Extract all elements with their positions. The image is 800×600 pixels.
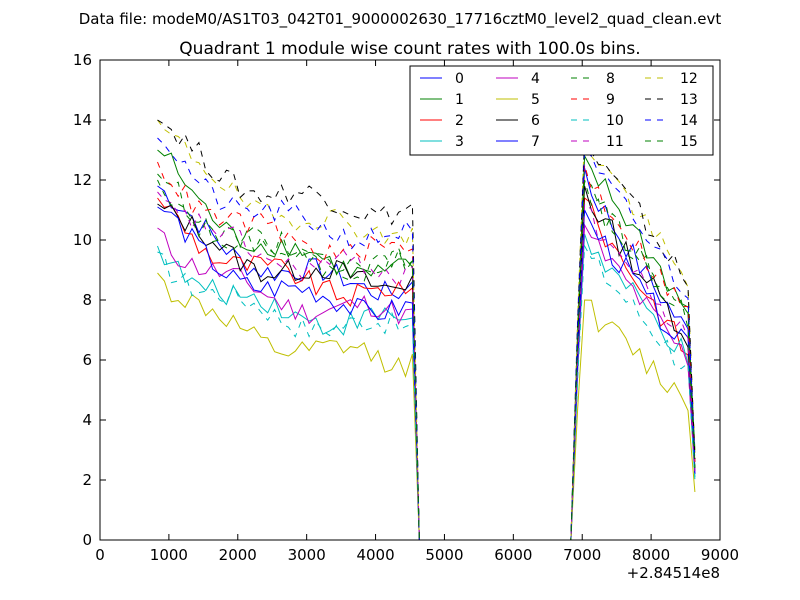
- y-tick-label: 16: [73, 51, 92, 69]
- x-tick-label: 0: [95, 546, 105, 564]
- series-line-11: [157, 191, 696, 541]
- x-tick-label: 5000: [425, 546, 463, 564]
- series-line-12: [157, 119, 696, 541]
- series-line-3: [157, 233, 696, 541]
- plot-lines: [157, 119, 696, 541]
- series-line-9: [157, 161, 696, 541]
- x-tick-label: 3000: [288, 546, 326, 564]
- y-tick-label: 2: [82, 471, 92, 489]
- legend-label-1: 1: [455, 92, 464, 108]
- legend-label-11: 11: [606, 134, 624, 150]
- legend-label-13: 13: [680, 92, 698, 108]
- series-line-6: [157, 185, 696, 541]
- x-tick-label: 6000: [494, 546, 532, 564]
- legend-label-10: 10: [606, 113, 624, 129]
- x-tick-label: 1000: [150, 546, 188, 564]
- legend-label-7: 7: [531, 134, 540, 150]
- legend-label-4: 4: [531, 71, 540, 87]
- legend-label-9: 9: [606, 92, 615, 108]
- x-axis-offset-label: +2.84514e8: [627, 564, 720, 582]
- series-line-13: [157, 119, 696, 541]
- y-tick-label: 4: [82, 411, 92, 429]
- y-tick-label: 14: [73, 111, 92, 129]
- legend-label-0: 0: [455, 71, 464, 87]
- legend-label-8: 8: [606, 71, 615, 87]
- y-tick-label: 0: [82, 531, 92, 549]
- x-tick-label: 8000: [632, 546, 670, 564]
- series-line-15: [157, 179, 696, 541]
- x-tick-label: 7000: [563, 546, 601, 564]
- legend-frame: [409, 65, 714, 156]
- series-line-2: [157, 196, 696, 541]
- data-file-label: Data file: modeM0/AS1T03_042T01_90000026…: [79, 10, 722, 29]
- series-line-10: [157, 244, 696, 541]
- x-tick-label: 2000: [219, 546, 257, 564]
- series-line-14: [157, 137, 696, 541]
- legend-label-6: 6: [531, 113, 540, 129]
- legend-label-15: 15: [680, 134, 698, 150]
- legend-label-14: 14: [680, 113, 698, 129]
- y-tick-label: 12: [73, 171, 92, 189]
- series-line-1: [157, 149, 696, 541]
- series-line-0: [157, 167, 696, 541]
- legend-label-2: 2: [455, 113, 464, 129]
- series-line-4: [157, 223, 696, 541]
- x-axis-ticks: 0 1000 2000 3000 4000 5000 6000 7000 8000 9000: [95, 60, 739, 564]
- y-tick-label: 10: [73, 231, 92, 249]
- legend-label-5: 5: [531, 92, 540, 108]
- legend-label-3: 3: [455, 134, 464, 150]
- series-line-5: [157, 272, 696, 541]
- y-tick-label: 6: [82, 351, 92, 369]
- x-tick-label: 9000: [701, 546, 739, 564]
- y-tick-label: 8: [82, 291, 92, 309]
- x-tick-label: 4000: [356, 546, 394, 564]
- series-line-7: [157, 206, 696, 541]
- legend-label-12: 12: [680, 71, 698, 87]
- chart-title: Quadrant 1 module wise count rates with …: [179, 39, 640, 59]
